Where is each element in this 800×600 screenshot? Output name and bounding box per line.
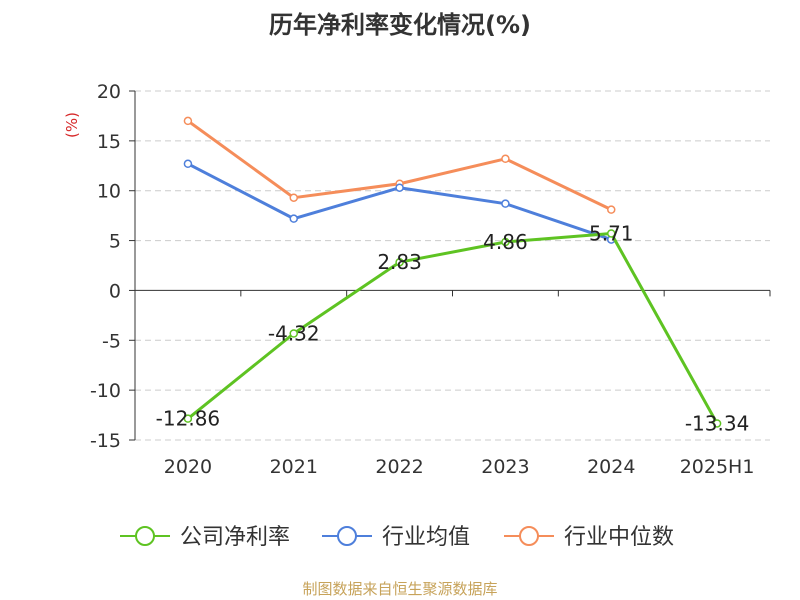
- y-tick-label: 5: [109, 231, 121, 253]
- series-line: [187, 162, 612, 241]
- x-tick-label: 2024: [587, 456, 635, 478]
- data-point: [183, 414, 193, 423]
- x-tick-label: 2023: [481, 456, 529, 478]
- y-tick-label: 20: [97, 81, 121, 103]
- y-tick-label: -5: [102, 330, 121, 352]
- data-point: [289, 193, 298, 202]
- data-point: [395, 257, 404, 267]
- data-label: -4.32: [268, 322, 320, 346]
- legend: 公司净利率 行业均值 行业中位数: [120, 525, 674, 550]
- source-note: 制图数据来自恒生聚源数据库: [302, 580, 498, 598]
- data-point: [183, 159, 193, 169]
- data-point: [607, 205, 616, 214]
- legend-marker: [519, 526, 539, 546]
- data-label: -13.34: [685, 411, 749, 435]
- legend-label: 行业均值: [382, 525, 470, 550]
- data-point: [501, 199, 510, 208]
- x-tick-label: 2021: [270, 456, 318, 478]
- legend-marker: [135, 526, 155, 546]
- x-tick-label: 2025H1: [680, 456, 755, 478]
- y-tick-label: 0: [109, 280, 121, 302]
- legend-label: 公司净利率: [180, 525, 290, 550]
- data-label: 4.86: [483, 230, 528, 254]
- data-point: [395, 183, 404, 192]
- grid: [135, 90, 770, 441]
- data-label: 2.83: [377, 250, 422, 274]
- data-point: [501, 237, 510, 247]
- data-point: [289, 214, 298, 223]
- series-line: [186, 231, 719, 425]
- y-tick-label: -15: [90, 430, 121, 452]
- series-lines: [183, 116, 722, 428]
- legend-marker: [337, 526, 357, 546]
- data-point: [712, 419, 722, 428]
- legend-label: 行业中位数: [564, 525, 674, 550]
- chart-title: 历年净利率变化情况(%): [269, 11, 531, 39]
- data-label: 5.71: [589, 221, 634, 245]
- data-point: [607, 229, 616, 238]
- x-tick-label: 2022: [375, 456, 423, 478]
- data-labels: -12.86 -4.32 2.83 4.86 5.71 -13.34: [156, 221, 750, 435]
- data-point: [183, 116, 193, 126]
- y-tick-label: -10: [90, 380, 121, 402]
- y-axis-label: (%): [63, 112, 81, 138]
- y-tick-label: 10: [97, 181, 121, 203]
- data-point: [289, 329, 298, 338]
- data-label: -12.86: [156, 407, 220, 431]
- axes: 20 15 10 5 0 -5 -10 -15 2020 2021 2022 2023 2024 2025…: [90, 81, 771, 478]
- y-tick-label: 15: [97, 131, 121, 153]
- data-point: [501, 154, 510, 164]
- x-tick-label: 2020: [164, 456, 212, 478]
